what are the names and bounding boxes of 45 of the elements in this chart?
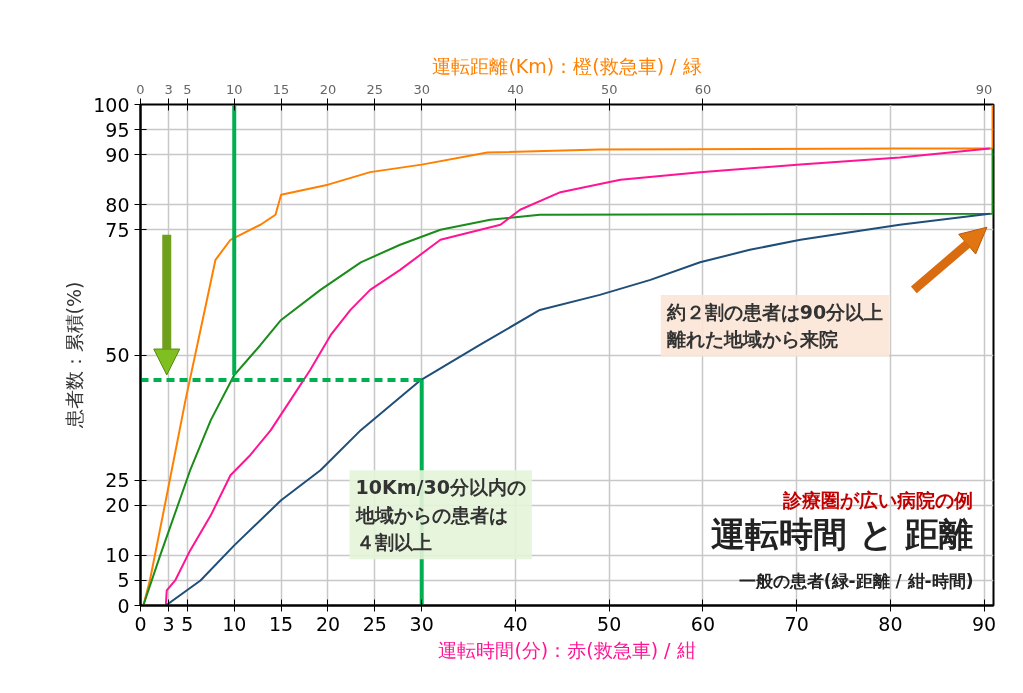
x-tick-label: 20 [315, 612, 341, 635]
y-tick-label: 50 [105, 344, 130, 366]
x2-tick-label: 0 [136, 81, 145, 97]
annotation: 運転時間 と 距離 [710, 513, 974, 554]
x2-tick-label: 50 [600, 81, 618, 97]
y-tick-label: 25 [105, 469, 130, 492]
x-tick-label: 50 [597, 612, 622, 635]
y-tick-label: 100 [93, 93, 130, 116]
x-tick-label: 70 [784, 612, 809, 635]
x2-tick-label: 10 [225, 81, 243, 97]
x2-tick-label: 25 [366, 81, 384, 97]
y-tick-label: 75 [105, 218, 130, 241]
annotation: 診療圏が広い病院の例 [782, 488, 974, 511]
x-tick-label: 60 [690, 612, 716, 635]
x2-tick-label: 40 [507, 81, 524, 97]
x2-tick-label: 90 [975, 81, 993, 97]
x-tick-label: 10 [222, 612, 247, 635]
x-tick-label: 3 [162, 612, 175, 635]
y-tick-label: 20 [105, 494, 130, 517]
x2-tick-label: 30 [413, 81, 430, 97]
x-tick-label: 25 [362, 612, 387, 635]
annotation: 約２割の患者は90分以上離れた地域から来院 [665, 300, 884, 351]
x-tick-label: 80 [878, 612, 903, 635]
x2-tick-label: 3 [164, 81, 173, 97]
y-tick-label: 10 [105, 544, 130, 567]
x2-tick-label: 5 [183, 81, 192, 97]
x-axis-title: 運転時間(分)：赤(救急車) / 紺 [438, 638, 696, 661]
x2-tick-label: 20 [319, 81, 337, 97]
x-tick-label: 0 [134, 612, 147, 635]
x-tick-label: 90 [972, 612, 997, 635]
x-tick-label: 30 [409, 612, 434, 635]
x2-tick-label: 60 [694, 81, 712, 97]
x-tick-label: 15 [269, 612, 294, 635]
x2-tick-label: 15 [272, 81, 290, 97]
y-axis-title: 患者数：累積(%) [63, 281, 86, 430]
y-tick-label: 80 [105, 193, 130, 216]
annotation: 一般の患者(緑-距離 / 紺-時間) [738, 571, 974, 592]
x2-axis-title: 運転距離(Km)：橙(救急車) / 緑 [432, 54, 702, 77]
y-tick-label: 95 [105, 118, 130, 141]
x-tick-label: 5 [181, 612, 194, 635]
x-tick-label: 40 [503, 612, 528, 635]
y-tick-label: 5 [117, 569, 130, 592]
y-tick-label: 90 [105, 143, 130, 166]
annotation: 10Km/30分以内の地域からの患者は４割以上 [354, 476, 526, 554]
y-tick-label: 0 [117, 594, 130, 617]
